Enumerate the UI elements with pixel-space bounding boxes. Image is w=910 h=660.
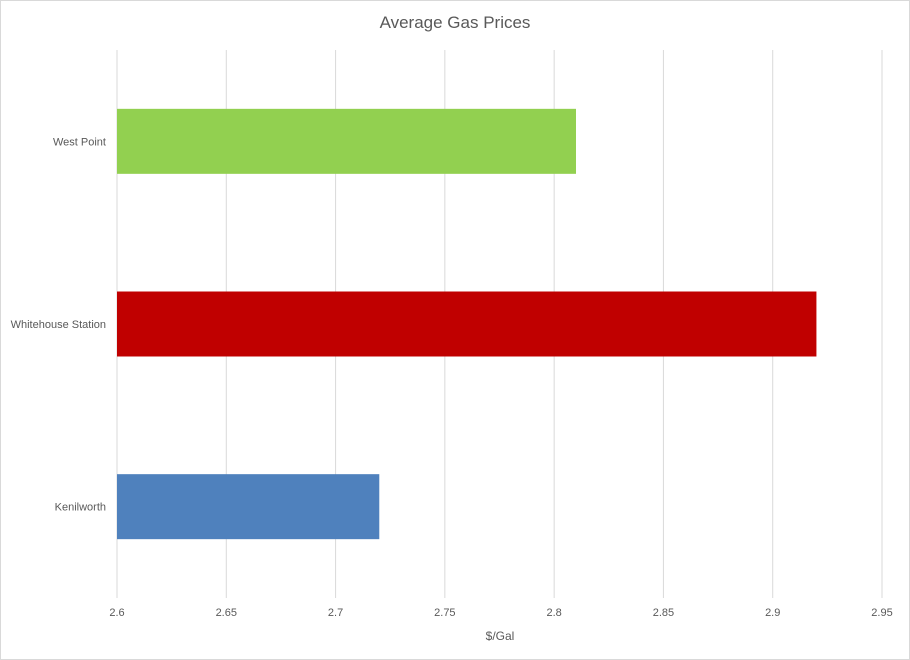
category-label: West Point: [53, 136, 106, 148]
x-tick-label: 2.6: [109, 607, 124, 619]
x-tick-label: 2.65: [216, 607, 237, 619]
x-tick-label: 2.8: [546, 607, 561, 619]
category-label: Kenilworth: [55, 502, 106, 514]
category-labels: West Point Whitehouse Station Kenilworth: [11, 136, 106, 513]
x-tick-label: 2.85: [653, 607, 674, 619]
x-tick-label: 2.7: [328, 607, 343, 619]
bar-whitehouse-station: [117, 291, 817, 357]
chart-title: Average Gas Prices: [380, 13, 531, 32]
x-tick-label: 2.95: [871, 607, 892, 619]
x-axis-title: $/Gal: [486, 629, 515, 643]
bars: [117, 108, 817, 540]
bar-west-point: [117, 108, 576, 174]
x-tick-label: 2.75: [434, 607, 455, 619]
x-tick-label: 2.9: [765, 607, 780, 619]
category-label: Whitehouse Station: [11, 319, 106, 331]
bar-kenilworth: [117, 474, 380, 540]
x-tick-labels: 2.6 2.65 2.7 2.75 2.8 2.85 2.9 2.95: [109, 607, 892, 619]
